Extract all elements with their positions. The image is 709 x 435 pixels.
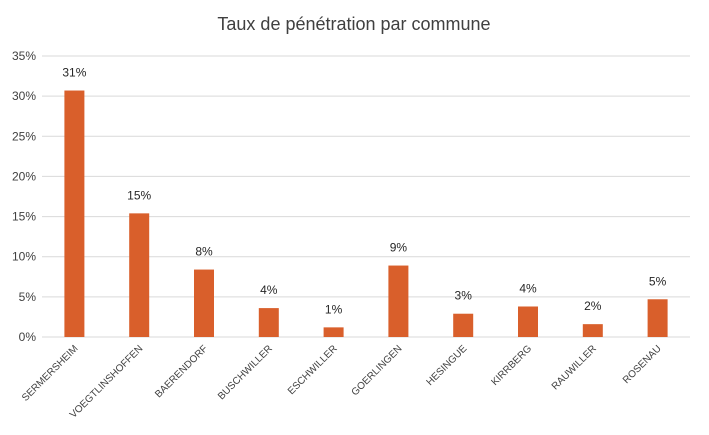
data-label: 4% <box>519 281 537 295</box>
y-tick-label: 20% <box>12 169 36 183</box>
y-tick-label: 0% <box>19 330 37 344</box>
data-labels: 31% 15% 8% 4% 1% 9% 3% 4% 2% 5% <box>62 66 666 317</box>
data-label: 15% <box>127 188 151 202</box>
x-category-label: KIRRBERG <box>489 343 534 388</box>
bar <box>194 269 214 337</box>
bars <box>64 90 668 337</box>
data-label: 2% <box>584 299 602 313</box>
x-category-label: VOEGTLINSHOFFEN <box>68 343 145 420</box>
x-category-label: ESCHWILLER <box>286 343 340 397</box>
x-category-label: BAERENDORF <box>153 343 210 400</box>
y-tick-label: 15% <box>12 210 36 224</box>
bar <box>582 324 603 337</box>
y-tick-label: 25% <box>12 129 36 143</box>
x-category-label: HESINGUE <box>425 343 470 388</box>
gridlines <box>42 55 690 338</box>
data-label: 4% <box>260 283 278 297</box>
x-category-label: GOERLINGEN <box>350 343 405 398</box>
y-axis-tick-labels: 0% 5% 10% 15% 20% 25% 30% 35% <box>12 49 36 344</box>
bar <box>129 213 150 337</box>
y-tick-label: 30% <box>12 89 36 103</box>
chart-title: Taux de pénétration par commune <box>217 14 490 34</box>
bar <box>64 90 85 337</box>
x-category-label: RAUWILLER <box>550 343 599 392</box>
x-category-label: BUSCHWILLER <box>216 343 275 402</box>
y-tick-label: 35% <box>12 49 36 63</box>
y-tick-label: 10% <box>12 250 36 264</box>
data-label: 3% <box>455 289 473 303</box>
data-label: 31% <box>62 66 86 80</box>
x-category-label: SERMERSHEIM <box>20 343 80 403</box>
data-label: 5% <box>649 274 667 288</box>
x-category-label: ROSENAU <box>621 343 664 386</box>
bar <box>258 308 279 337</box>
bar <box>518 306 538 337</box>
data-label: 8% <box>195 245 213 259</box>
y-tick-label: 5% <box>19 290 37 304</box>
bar <box>647 299 668 337</box>
data-label: 1% <box>325 302 343 316</box>
bar <box>388 265 409 337</box>
bar <box>323 327 344 337</box>
data-label: 9% <box>390 241 408 255</box>
bar <box>453 313 474 337</box>
